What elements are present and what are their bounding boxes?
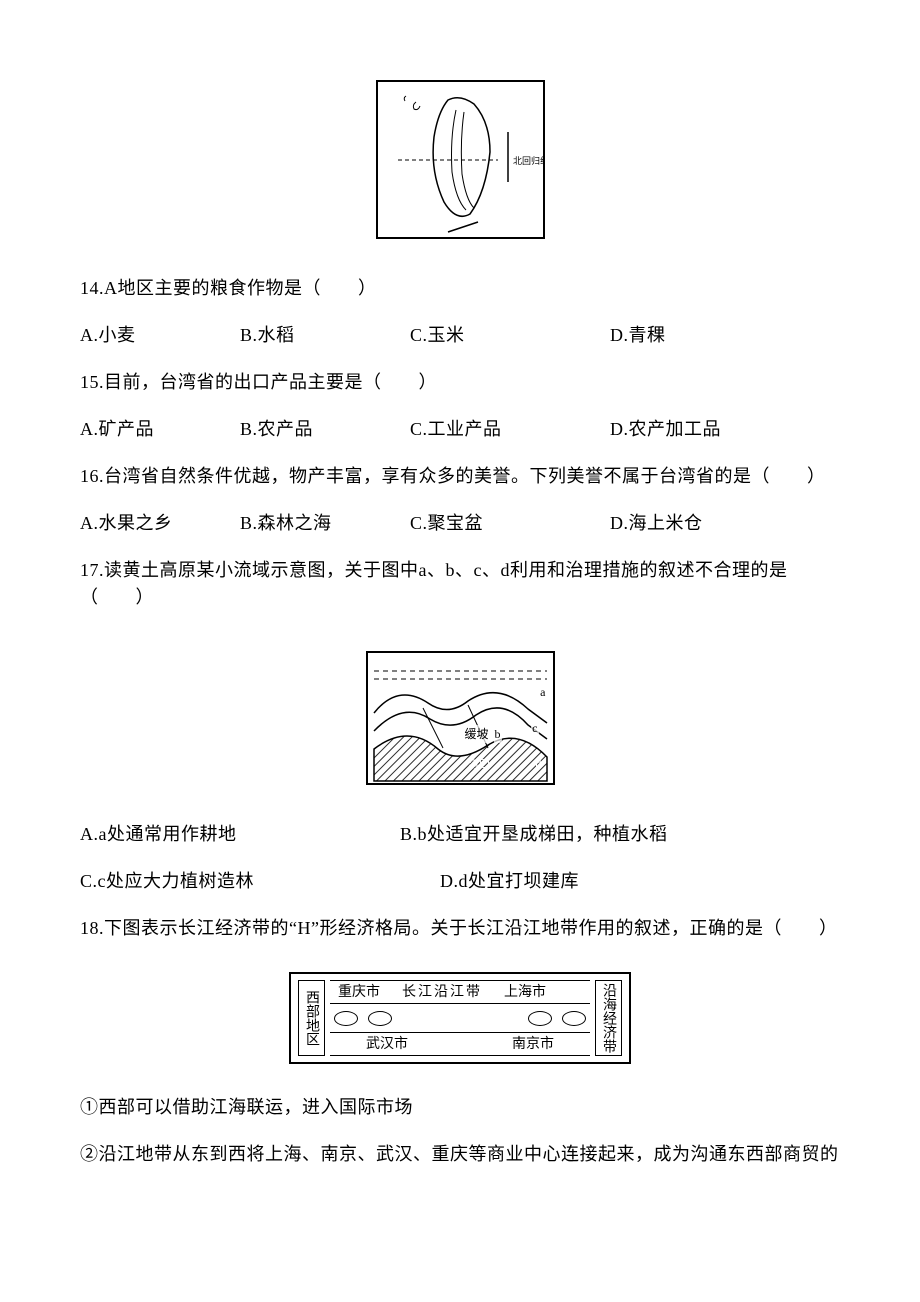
figure-h-economic: 西部地区 重庆市 长江沿江带 上海市 武 [80, 972, 840, 1064]
q18-stem: 18.下图表示长江经济带的“H”形经济格局。关于长江沿江地带作用的叙述，正确的是… [80, 915, 840, 942]
q17-option-d[interactable]: D.d处宜打坝建库 [380, 868, 840, 895]
q16-option-a[interactable]: A.水果之乡 [80, 510, 240, 537]
q18-statement-1: ①西部可以借助江海联运，进入国际市场 [80, 1094, 840, 1121]
q17-options-row2: C.c处应大力植树造林 D.d处宜打坝建库 [80, 868, 840, 895]
q16-option-b[interactable]: B.森林之海 [240, 510, 410, 537]
q17-options-row1: A.a处通常用作耕地 B.b处适宜开垦成梯田，种植水稻 [80, 821, 840, 848]
h-right-label: 沿海经济带 [595, 980, 622, 1056]
fig2-label-d: d [535, 755, 543, 773]
q17-option-c[interactable]: C.c处应大力植树造林 [80, 868, 380, 895]
oval-icon [528, 1011, 552, 1026]
q14-option-a[interactable]: A.小麦 [80, 322, 240, 349]
oval-icon [562, 1011, 586, 1026]
figure-h-box: 西部地区 重庆市 长江沿江带 上海市 武 [289, 972, 631, 1064]
figure-loess-watershed: a 缓坡 b c 沟口 d [80, 651, 840, 791]
fig2-label-slope: 缓坡 [464, 725, 490, 743]
q18-statement-2: ②沿江地带从东到西将上海、南京、武汉、重庆等商业中心连接起来，成为沟通东西部商贸… [80, 1141, 840, 1168]
q17-option-a[interactable]: A.a处通常用作耕地 [80, 821, 380, 848]
loess-sketch-icon [368, 653, 553, 783]
figure-taiwan-map: 北回归线 [80, 80, 840, 245]
fig2-label-c: c [531, 719, 538, 737]
h-city-bottom-left: 武汉市 [360, 1034, 414, 1055]
h-ovals-row [330, 1007, 590, 1029]
figure-taiwan-box: 北回归线 [376, 80, 545, 239]
taiwan-sketch-icon: 北回归线 [378, 82, 543, 237]
oval-icon [368, 1011, 392, 1026]
h-left-label: 西部地区 [298, 980, 325, 1056]
q16-options: A.水果之乡 B.森林之海 C.聚宝盆 D.海上米仓 [80, 510, 840, 537]
h-city-top-left: 重庆市 [332, 982, 386, 1003]
h-bottom-row: 武汉市 南京市 [330, 1032, 590, 1056]
fig2-label-b: b [494, 725, 502, 743]
q16-option-d[interactable]: D.海上米仓 [610, 510, 840, 537]
h-city-bottom-right: 南京市 [506, 1034, 560, 1055]
q14-stem: 14.A地区主要的粮食作物是（ ） [80, 275, 840, 302]
q14-option-c[interactable]: C.玉米 [410, 322, 610, 349]
q15-options: A.矿产品 B.农产品 C.工业产品 D.农产加工品 [80, 416, 840, 443]
oval-icon [334, 1011, 358, 1026]
q15-option-d[interactable]: D.农产加工品 [610, 416, 840, 443]
q15-option-a[interactable]: A.矿产品 [80, 416, 240, 443]
q17-option-b[interactable]: B.b处适宜开垦成梯田，种植水稻 [380, 821, 840, 848]
tropic-label: 北回归线 [513, 155, 543, 166]
q17-stem: 17.读黄土高原某小流域示意图，关于图中a、b、c、d利用和治理措施的叙述不合理… [80, 557, 840, 611]
h-belt-label: 长江沿江带 [386, 982, 498, 1003]
q15-option-b[interactable]: B.农产品 [240, 416, 410, 443]
fig2-label-a: a [539, 683, 546, 701]
q15-option-c[interactable]: C.工业产品 [410, 416, 610, 443]
figure-loess-box: a 缓坡 b c 沟口 d [366, 651, 555, 785]
fig2-label-gully: 沟口 [466, 755, 492, 773]
h-top-row: 重庆市 长江沿江带 上海市 [330, 980, 590, 1004]
q14-option-b[interactable]: B.水稻 [240, 322, 410, 349]
h-city-top-right: 上海市 [498, 982, 552, 1003]
q16-option-c[interactable]: C.聚宝盆 [410, 510, 610, 537]
q14-option-d[interactable]: D.青稞 [610, 322, 840, 349]
q14-options: A.小麦 B.水稻 C.玉米 D.青稞 [80, 322, 840, 349]
q15-stem: 15.目前，台湾省的出口产品主要是（ ） [80, 369, 840, 396]
q16-stem: 16.台湾省自然条件优越，物产丰富，享有众多的美誉。下列美誉不属于台湾省的是（ … [80, 463, 840, 490]
